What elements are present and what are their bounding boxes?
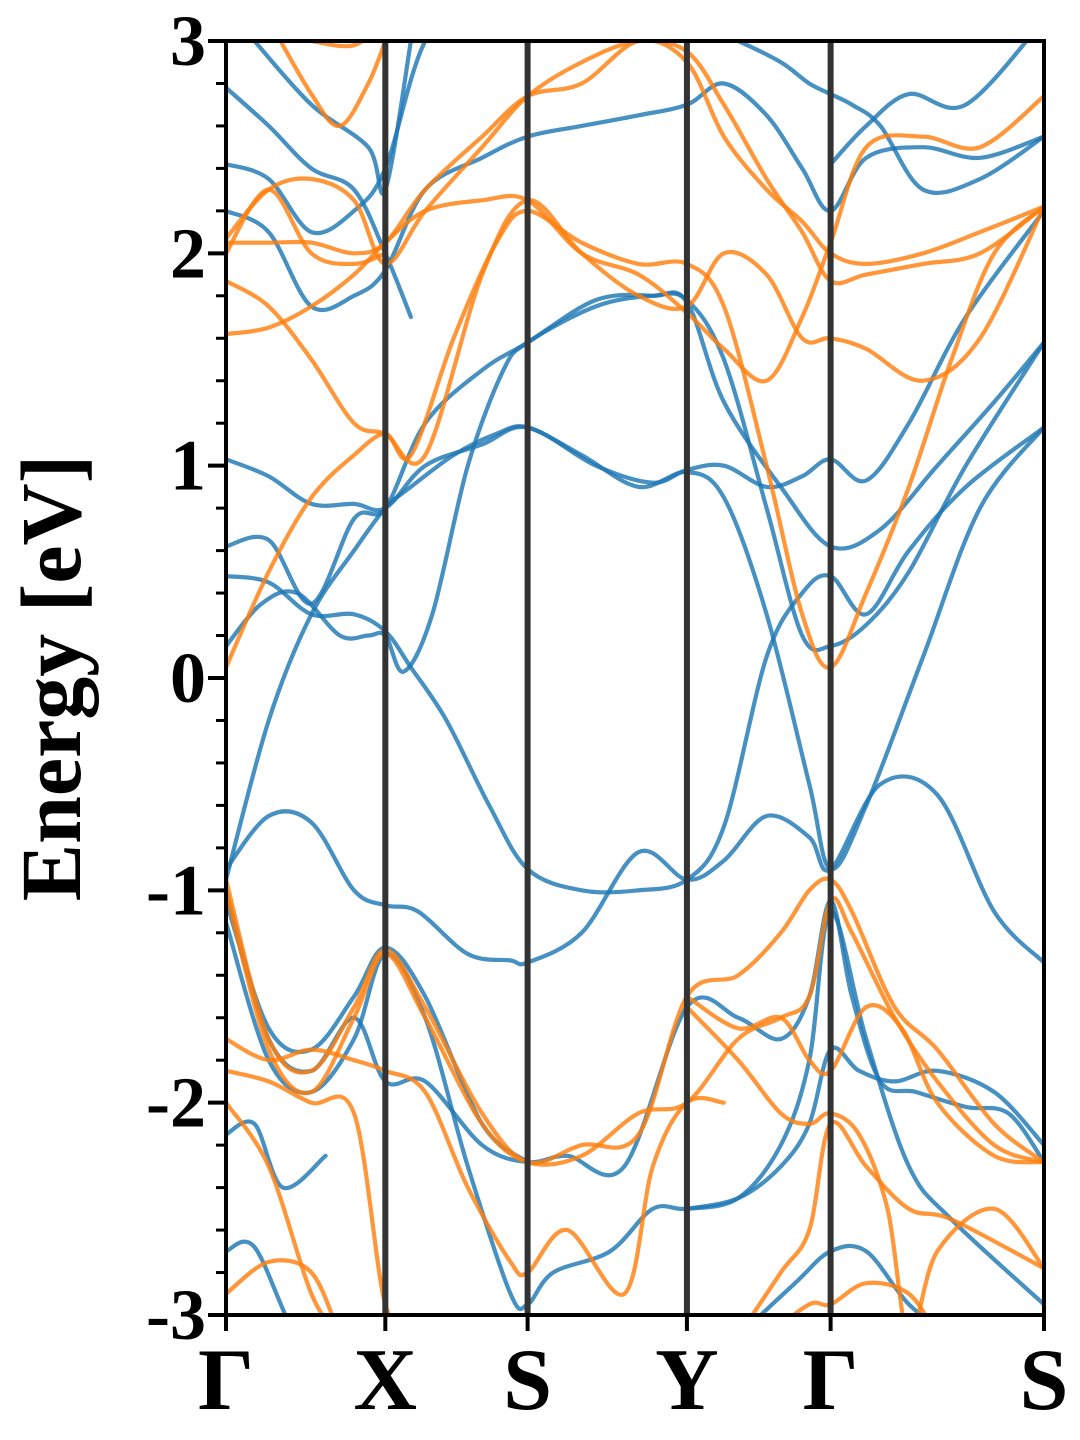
- y-tick-label: 3: [170, 1, 206, 81]
- x-tick-label: Γ: [803, 1332, 859, 1429]
- x-tick-label: X: [354, 1332, 418, 1429]
- band-line-2-6: [226, 1258, 335, 1315]
- band-line-2-10: [790, 1280, 928, 1315]
- y-ticks: -3 -2 -1 0 1 2 3: [146, 1, 226, 1355]
- band-line-1-11: [732, 41, 1044, 196]
- band-line-1-7: [226, 81, 1044, 313]
- band-line-1-15: [226, 909, 1044, 1312]
- band-line-2-16: [226, 187, 388, 267]
- band-line-2-12: [226, 94, 1044, 384]
- band-line-1-12: [828, 41, 1030, 167]
- band-line-1-17: [226, 1239, 288, 1315]
- y-axis-label: Energy [eV]: [3, 455, 99, 902]
- x-tick-label: S: [1020, 1332, 1069, 1429]
- high-symmetry-dividers: [382, 41, 834, 1315]
- band-line-2-3: [226, 1036, 726, 1297]
- y-tick-label: 0: [170, 638, 206, 718]
- band-line-2-13: [226, 198, 1044, 466]
- band-line-2-11: [226, 204, 1044, 670]
- band-line-1-6: [226, 208, 1044, 513]
- band-line-1-18: [684, 1045, 1044, 1211]
- x-tick-label: S: [503, 1332, 552, 1429]
- y-tick-label: 1: [170, 426, 206, 506]
- band-line-1-16: [226, 1119, 328, 1191]
- band-line-1-19: [757, 1243, 925, 1315]
- band-line-2-7: [684, 994, 1044, 1165]
- band-line-2-17: [278, 41, 388, 129]
- y-tick-label: 2: [170, 213, 206, 293]
- y-tick-label: -2: [146, 1063, 206, 1143]
- x-tick-label: Y: [655, 1332, 719, 1429]
- band-line-1-3: [226, 291, 1044, 674]
- y-tick-label: -1: [146, 850, 206, 930]
- series-1: [226, 41, 1044, 1315]
- x-tick-label: Γ: [198, 1332, 254, 1429]
- band-lines: [226, 41, 1044, 1315]
- band-line-2-2: [226, 888, 1044, 1167]
- band-line-2-5: [226, 1100, 326, 1315]
- band-line-1-10: [252, 41, 413, 196]
- band-line-2-8: [684, 1005, 1044, 1315]
- y-tick-label: -3: [146, 1275, 206, 1355]
- band-line-2-14: [226, 41, 1044, 266]
- band-line-1-4: [226, 425, 1044, 895]
- band-line-2-9: [749, 1119, 1044, 1315]
- band-line-1-1: [226, 774, 1044, 967]
